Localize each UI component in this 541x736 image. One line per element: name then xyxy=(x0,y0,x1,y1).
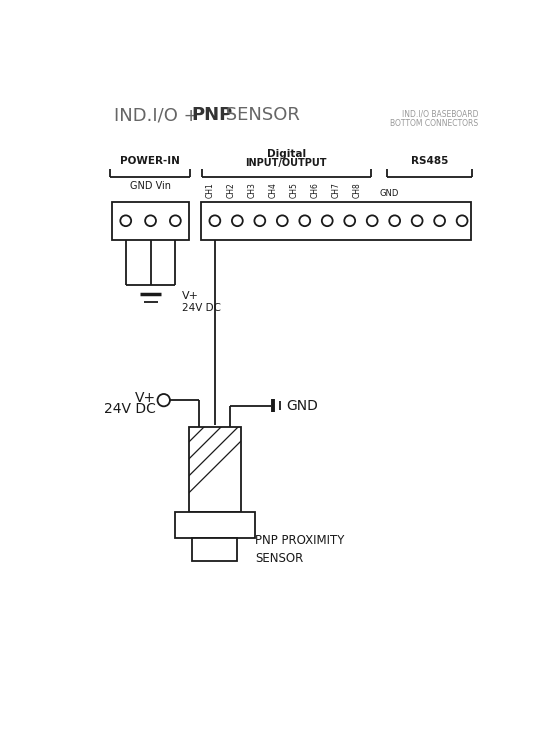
Text: GND: GND xyxy=(379,188,399,198)
Circle shape xyxy=(277,216,288,226)
Bar xyxy=(201,202,471,240)
Text: CH7: CH7 xyxy=(331,182,340,198)
Circle shape xyxy=(457,216,467,226)
Text: CH2: CH2 xyxy=(227,182,236,198)
Text: BOTTOM CONNECTORS: BOTTOM CONNECTORS xyxy=(390,119,478,128)
Circle shape xyxy=(170,216,181,226)
Circle shape xyxy=(299,216,310,226)
Circle shape xyxy=(322,216,333,226)
Text: V+: V+ xyxy=(182,291,199,301)
Circle shape xyxy=(145,216,156,226)
Circle shape xyxy=(209,216,220,226)
Text: PNP PROXIMITY
SENSOR: PNP PROXIMITY SENSOR xyxy=(255,534,345,565)
Circle shape xyxy=(412,216,423,226)
Circle shape xyxy=(232,216,243,226)
Text: V+: V+ xyxy=(135,391,156,405)
Text: PNP: PNP xyxy=(192,106,233,124)
Bar xyxy=(175,512,255,538)
Text: CH4: CH4 xyxy=(268,182,278,198)
Text: INPUT/OUTPUT: INPUT/OUTPUT xyxy=(246,158,327,168)
Text: CH5: CH5 xyxy=(289,182,299,198)
Text: CH6: CH6 xyxy=(311,182,319,198)
Text: CH3: CH3 xyxy=(248,182,256,198)
Circle shape xyxy=(367,216,378,226)
Circle shape xyxy=(157,394,170,406)
Circle shape xyxy=(434,216,445,226)
Text: IND.I/O +: IND.I/O + xyxy=(114,106,204,124)
Text: 24V DC: 24V DC xyxy=(104,402,156,416)
Circle shape xyxy=(390,216,400,226)
Bar xyxy=(188,427,241,512)
Text: RS485: RS485 xyxy=(411,156,448,166)
Text: SENSOR: SENSOR xyxy=(220,106,299,124)
Circle shape xyxy=(120,216,131,226)
Text: CH8: CH8 xyxy=(352,182,361,198)
Text: GND Vin: GND Vin xyxy=(130,181,171,191)
Text: GND: GND xyxy=(286,399,318,413)
Text: CH1: CH1 xyxy=(206,182,215,198)
Circle shape xyxy=(344,216,355,226)
Text: 24V DC: 24V DC xyxy=(182,303,221,313)
Bar xyxy=(193,538,237,561)
Bar xyxy=(112,202,189,240)
Text: POWER-IN: POWER-IN xyxy=(120,156,180,166)
Text: IND.I/O BASEBOARD: IND.I/O BASEBOARD xyxy=(402,110,478,119)
Circle shape xyxy=(254,216,265,226)
Text: Digital: Digital xyxy=(267,149,306,159)
